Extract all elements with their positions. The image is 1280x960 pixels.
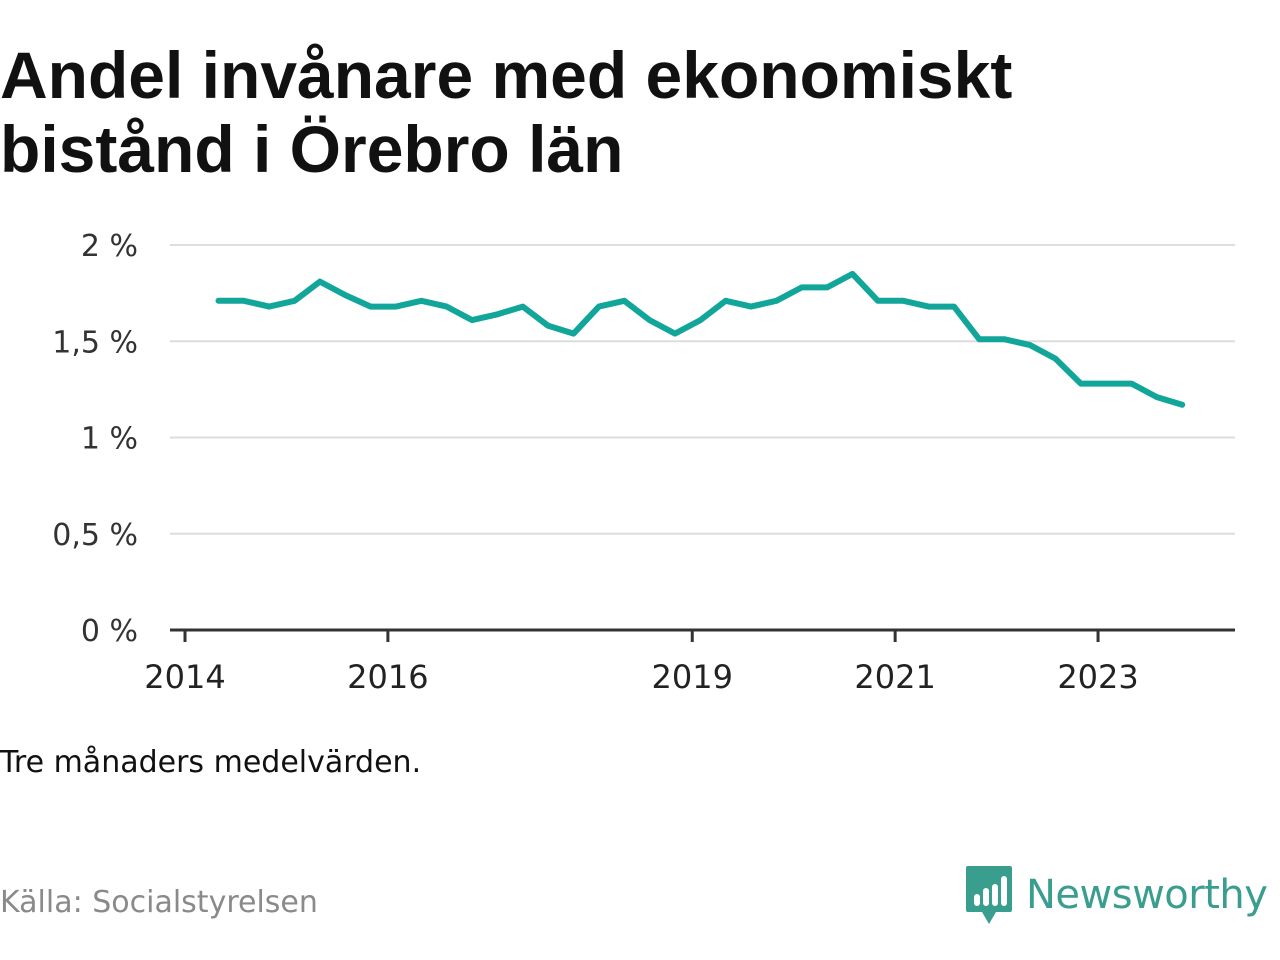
brand-name: Newsworthy [1026, 872, 1268, 918]
y-tick-label: 0 % [81, 614, 138, 649]
x-axis-tick-labels: 2014 2016 2019 2021 2023 [144, 658, 1138, 696]
chart-speech-bubble-icon [966, 866, 1012, 924]
y-tick-label: 2 % [81, 229, 138, 264]
grid-lines [170, 244, 1235, 535]
y-tick-label: 0,5 % [52, 518, 138, 553]
x-tick-label: 2023 [1057, 658, 1138, 696]
x-tick-label: 2016 [347, 658, 428, 696]
line-chart: 0 % 0,5 % 1 % 1,5 % 2 % 2014 2016 2019 2021 2023 [52, 229, 1235, 696]
x-tick-label: 2014 [144, 658, 225, 696]
series-line [215, 270, 1186, 408]
y-tick-label: 1 % [81, 422, 138, 457]
y-axis-tick-labels: 0 % 0,5 % 1 % 1,5 % 2 % [52, 229, 138, 649]
chart-subtitle: Tre månaders medelvärden. [0, 745, 422, 780]
y-tick-label: 1,5 % [52, 325, 138, 360]
x-tick-label: 2021 [854, 658, 935, 696]
chart-title: Andel invånare med ekonomiskt bistånd i … [0, 38, 1013, 186]
source-note: Källa: Socialstyrelsen [0, 885, 318, 920]
brand-logo: Newsworthy [964, 863, 1268, 927]
x-tick-label: 2019 [652, 658, 733, 696]
x-axis [170, 628, 1235, 642]
